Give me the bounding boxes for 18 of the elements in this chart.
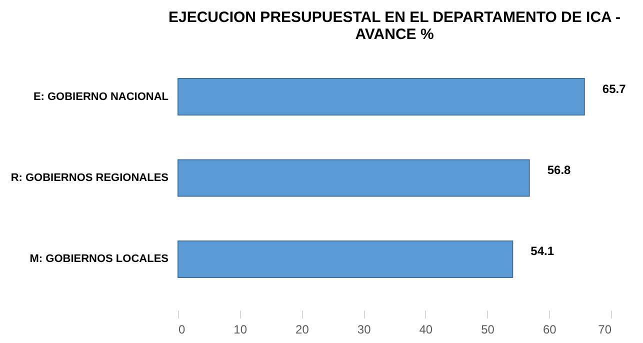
y-tick-label: E: GOBIERNO NACIONAL <box>33 90 169 103</box>
bar <box>178 78 585 116</box>
chart-title: EJECUCION PRESUPUESTAL EN EL DEPARTAMENTO DE ICA - AVANCE % <box>168 9 621 43</box>
y-tick-label: R: GOBIERNOS REGIONALES <box>10 172 168 184</box>
bar <box>178 240 514 278</box>
x-tick-label: 20 <box>296 322 310 336</box>
x-tick-label: 70 <box>598 322 612 336</box>
x-tick-label: 30 <box>357 322 372 336</box>
data-label: 54.1 <box>530 244 554 258</box>
data-label: 56.8 <box>547 163 572 177</box>
x-tick-label: 50 <box>481 322 495 336</box>
x-tick-label: 60 <box>542 322 557 336</box>
bar <box>178 159 530 197</box>
x-tick-label: 40 <box>419 322 433 336</box>
y-tick-label: M: GOBIERNOS LOCALES <box>30 253 168 266</box>
x-tick-label: 0 <box>178 322 186 336</box>
data-label: 65.7 <box>602 82 626 96</box>
x-tick-label: 10 <box>234 322 248 336</box>
